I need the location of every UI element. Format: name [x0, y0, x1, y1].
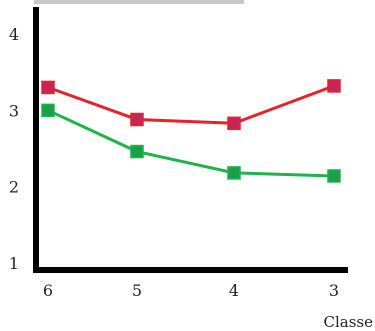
series-1-point: [130, 112, 144, 127]
series-1-point: [41, 80, 55, 95]
y-tick-label: 2: [9, 178, 19, 197]
y-tick-label: 1: [9, 254, 19, 273]
x-tick-label: 4: [229, 281, 239, 300]
x-axis-label: Classe: [324, 313, 374, 331]
series-2-line: [47, 108, 335, 178]
x-tick-label: 5: [132, 281, 142, 300]
cropped-caption-fragment: [34, 0, 244, 4]
series-layer: [41, 79, 341, 183]
y-tick-label: 4: [9, 25, 19, 44]
series-2-point: [227, 166, 241, 180]
x-tick-label: 3: [329, 281, 339, 300]
series-1-point: [327, 79, 341, 93]
x-tick-label: 6: [43, 281, 53, 300]
series-1-line: [47, 84, 335, 125]
x-tick-labels: 6 5 4 3: [43, 281, 339, 300]
y-tick-label: 3: [9, 101, 19, 120]
y-tick-labels: 1 2 3 4: [9, 25, 19, 273]
series-2-point: [327, 169, 341, 183]
series-1-point: [227, 116, 241, 131]
series-2-point: [130, 144, 144, 159]
series-2-point: [41, 103, 55, 118]
axes: [33, 7, 348, 273]
